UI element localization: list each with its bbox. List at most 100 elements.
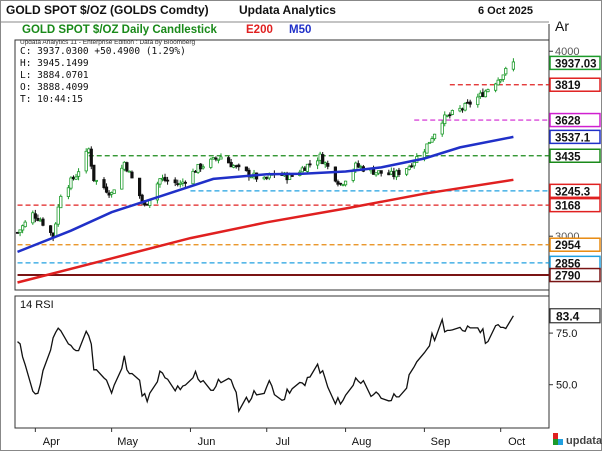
price-tag-box bbox=[549, 267, 601, 283]
legend-edition: Updata Analytics 11 - Enterprise Edition… bbox=[20, 39, 195, 46]
candle bbox=[432, 133, 437, 141]
updata-logo: updata bbox=[553, 433, 602, 447]
candle bbox=[483, 89, 488, 98]
candle bbox=[356, 160, 360, 169]
logo-text: updata bbox=[566, 435, 602, 447]
candle bbox=[229, 158, 233, 168]
candle bbox=[448, 112, 452, 119]
candle bbox=[36, 214, 40, 222]
candle bbox=[155, 181, 159, 204]
candle bbox=[496, 77, 500, 86]
candle bbox=[326, 160, 330, 170]
candle bbox=[94, 179, 98, 185]
candle bbox=[305, 163, 310, 173]
candle bbox=[343, 180, 348, 187]
candle bbox=[308, 159, 312, 168]
rsi-y-tick-label: 50.0 bbox=[556, 380, 577, 392]
candle bbox=[145, 203, 149, 206]
brand-name: Updata Analytics bbox=[239, 3, 336, 17]
candle bbox=[163, 173, 167, 183]
candle bbox=[15, 231, 20, 234]
rsi-title: 14 RSI bbox=[20, 299, 54, 311]
candle bbox=[214, 156, 218, 162]
candle bbox=[178, 180, 182, 188]
candle bbox=[216, 158, 221, 164]
candle bbox=[443, 111, 447, 127]
price-tag-label: 3937.03 bbox=[555, 58, 597, 70]
candle bbox=[209, 157, 213, 170]
candle bbox=[18, 229, 22, 237]
candle bbox=[158, 178, 162, 188]
price-tag-box bbox=[549, 148, 601, 164]
candle bbox=[468, 99, 472, 108]
candle bbox=[89, 146, 93, 170]
candle bbox=[321, 152, 325, 165]
candle bbox=[41, 217, 45, 227]
candle bbox=[84, 148, 88, 174]
scale-mode-label[interactable]: Ar bbox=[555, 18, 569, 34]
price-tag-label: 2856 bbox=[555, 258, 581, 270]
legend-chart-name: GOLD SPOT $/OZ Daily Candlestick bbox=[22, 24, 218, 36]
candle bbox=[501, 74, 505, 82]
legend-e200: E200 bbox=[246, 24, 273, 36]
candle bbox=[59, 194, 63, 209]
candle bbox=[74, 173, 78, 180]
price-tag-box bbox=[549, 183, 601, 199]
price-tag-box bbox=[549, 237, 601, 252]
candle bbox=[127, 170, 132, 173]
candle bbox=[219, 153, 223, 160]
price-tag-box bbox=[549, 77, 601, 92]
candle bbox=[21, 224, 25, 234]
candle bbox=[211, 157, 215, 160]
candle bbox=[49, 225, 53, 236]
candle bbox=[125, 161, 129, 173]
price-tag-box bbox=[549, 129, 601, 145]
rsi-value-label: 83.4 bbox=[556, 309, 580, 323]
candle bbox=[66, 184, 70, 200]
candle bbox=[504, 66, 508, 76]
candle bbox=[374, 172, 378, 177]
price-tag-label: 3819 bbox=[555, 80, 581, 92]
candle bbox=[315, 157, 320, 170]
price-tag-label: 3537.1 bbox=[555, 132, 591, 144]
candle bbox=[137, 177, 142, 199]
candle bbox=[76, 168, 81, 181]
price-tag-box bbox=[549, 55, 601, 71]
candle bbox=[196, 163, 200, 174]
chart-date: 6 Oct 2025 bbox=[478, 5, 533, 17]
x-tick-label: Aug bbox=[352, 436, 372, 448]
candle bbox=[338, 182, 343, 186]
candle bbox=[56, 203, 60, 227]
x-tick-label: Jun bbox=[198, 436, 216, 448]
candle bbox=[404, 168, 409, 177]
ma-line-m50 bbox=[17, 135, 514, 254]
candle bbox=[397, 167, 401, 177]
x-tick-label: Oct bbox=[508, 436, 525, 448]
candle bbox=[486, 88, 490, 93]
legend-m50: M50 bbox=[289, 24, 311, 36]
candle bbox=[130, 170, 134, 179]
candle bbox=[425, 143, 429, 154]
price-tag-label: 3435 bbox=[555, 151, 581, 163]
candle bbox=[476, 93, 480, 108]
candle bbox=[440, 120, 444, 137]
legend-low: L: 3884.0701 bbox=[20, 70, 89, 81]
price-panel-frame bbox=[14, 39, 550, 291]
candle bbox=[430, 136, 434, 143]
candle bbox=[511, 58, 516, 72]
legend-close: C: 3937.0300 +50.4900 (1.29%) bbox=[20, 46, 186, 57]
rsi-y-tick-label: 75.0 bbox=[556, 328, 577, 340]
candle bbox=[104, 183, 109, 194]
candle bbox=[333, 166, 338, 183]
price-tag-label: 3628 bbox=[555, 116, 581, 128]
candle bbox=[499, 79, 503, 84]
candle bbox=[226, 156, 231, 164]
candle bbox=[173, 177, 177, 187]
candle bbox=[69, 176, 73, 191]
x-tick-label: May bbox=[117, 436, 138, 448]
candle bbox=[244, 166, 248, 172]
logo-icon bbox=[553, 433, 563, 445]
legend-high: H: 3945.1499 bbox=[20, 58, 89, 69]
chart-header-title: GOLD SPOT $/OZ (GOLDS Comdty) bbox=[6, 3, 209, 17]
legend-open: O: 3888.4099 bbox=[20, 82, 89, 93]
